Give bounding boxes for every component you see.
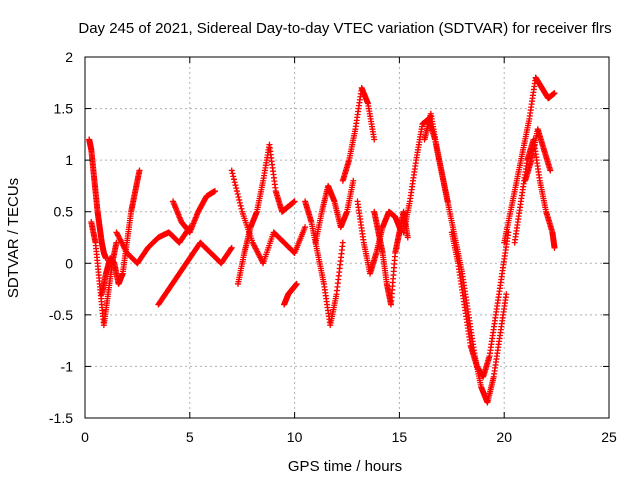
data-point-marker bbox=[291, 198, 298, 205]
y-tick-label: 1.5 bbox=[54, 101, 74, 117]
data-point-marker bbox=[551, 90, 558, 97]
data-point-marker bbox=[235, 193, 242, 200]
x-tick-label: 0 bbox=[81, 429, 89, 445]
plot-frame bbox=[84, 56, 610, 419]
y-axis-label: SDTVAR / TECUs bbox=[5, 178, 22, 298]
data-point-marker bbox=[350, 177, 357, 184]
data-point-marker bbox=[230, 176, 237, 183]
data-point-marker bbox=[503, 291, 510, 298]
y-tick-label: -0.5 bbox=[49, 307, 73, 323]
data-point-marker bbox=[233, 185, 240, 192]
axes: 0 5 10 15 20 25 -1.5 -1 -0.5 0 0.5 1 1.5 2 bbox=[49, 49, 617, 445]
data-point-marker bbox=[230, 173, 237, 180]
data-point-marker bbox=[228, 244, 235, 251]
y-tick-label: 0.5 bbox=[54, 204, 74, 220]
data-point-marker bbox=[237, 202, 244, 209]
data-point-marker bbox=[136, 167, 143, 174]
data-point-marker bbox=[233, 188, 240, 195]
y-tick-label: 0 bbox=[65, 255, 73, 271]
data-point-marker bbox=[229, 170, 236, 177]
data-point-marker bbox=[211, 188, 218, 195]
x-tick-label: 5 bbox=[186, 429, 194, 445]
data-point-marker bbox=[339, 239, 346, 246]
x-tick-label: 25 bbox=[601, 429, 617, 445]
data-point-marker bbox=[236, 199, 243, 206]
data-point-marker bbox=[227, 245, 234, 252]
data-point-marker bbox=[113, 239, 120, 246]
data-point-marker bbox=[234, 191, 241, 198]
data-point-marker bbox=[231, 179, 238, 186]
y-tick-label: 1 bbox=[65, 152, 73, 168]
data-point-marker bbox=[551, 244, 558, 251]
y-tick-label: 2 bbox=[65, 49, 73, 65]
data-point-marker bbox=[236, 196, 243, 203]
data-point-marker bbox=[293, 280, 300, 287]
data-point-marker bbox=[228, 167, 235, 174]
data-point-marker bbox=[404, 234, 411, 241]
data-point-marker bbox=[232, 182, 239, 189]
data-point-marker bbox=[302, 224, 309, 231]
chart-title: Day 245 of 2021, Sidereal Day-to-day VTE… bbox=[78, 20, 611, 37]
data-point-marker bbox=[238, 205, 245, 212]
data-point-marker bbox=[371, 136, 378, 143]
x-tick-label: 10 bbox=[287, 429, 303, 445]
x-tick-label: 15 bbox=[392, 429, 408, 445]
y-tick-label: -1 bbox=[61, 358, 74, 374]
data-points bbox=[86, 74, 558, 406]
x-tick-label: 20 bbox=[496, 429, 512, 445]
data-point-marker bbox=[547, 167, 554, 174]
y-tick-label: -1.5 bbox=[49, 410, 73, 426]
x-axis-label: GPS time / hours bbox=[288, 458, 402, 475]
